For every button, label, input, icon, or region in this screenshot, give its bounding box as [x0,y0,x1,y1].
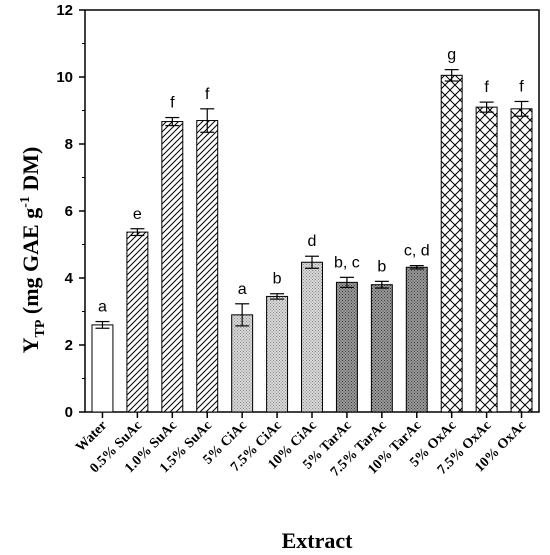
significance-label: c, d [404,243,430,260]
y-tick-label: 6 [65,203,73,220]
y-tick-label: 12 [56,2,73,19]
y-axis-title-unit-end: DM) [18,147,43,196]
significance-label: b [377,258,386,275]
bar [335,281,358,413]
bar [196,120,219,413]
bars: a e f f a b d b, c b c, d g f f [91,47,533,413]
x-axis-title: Extract [282,528,354,553]
y-axis-title-sub: TP [33,319,48,337]
bar [370,284,393,413]
significance-label: f [484,79,489,96]
significance-label: f [170,95,175,112]
y-axis-title-sup: -1 [18,196,33,208]
bar [440,74,463,413]
significance-label: d [308,233,317,250]
bar [510,108,533,413]
significance-label: f [519,78,524,95]
y-axis-title-main: Y [18,337,43,353]
y-tick-label: 8 [65,136,73,153]
bar [475,106,498,413]
bar [161,121,184,413]
y-tick-label: 2 [65,337,73,354]
significance-label: b, c [334,254,360,271]
bar [231,314,254,413]
bar [126,231,149,413]
y-axis-title: YTP (mg GAE g-1 DM) [18,147,48,354]
y-tick-label: 10 [56,69,73,86]
y-axis-title-unit-start: (mg GAE g [18,208,43,320]
significance-label: g [447,47,456,64]
y-tick-label: 0 [65,404,73,421]
significance-label: a [238,281,247,298]
significance-label: e [133,206,142,223]
y-axis: 0 2 4 6 8 10 12 [56,2,85,421]
y-tick-label: 4 [65,270,74,287]
bar [405,266,428,413]
bar [301,261,323,413]
bar [266,295,289,413]
bar [91,324,114,413]
significance-label: f [205,86,210,103]
significance-label: b [273,271,282,288]
significance-label: a [98,299,107,316]
